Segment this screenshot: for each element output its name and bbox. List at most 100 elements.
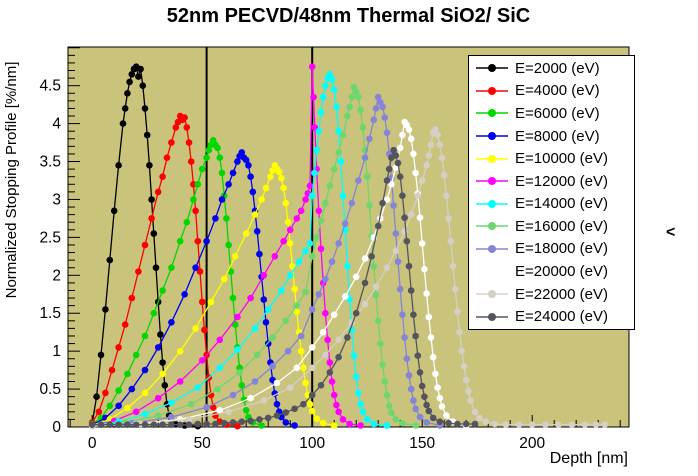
data-point [308,407,316,415]
legend-item-label: E=10000 (eV) [515,150,608,168]
y-tick-label: 3.5 [39,154,61,171]
x-tick-label: 0 [88,435,97,452]
data-point [405,262,413,270]
data-point [443,412,450,419]
data-point [302,288,309,296]
data-point [106,256,114,264]
data-point [383,391,391,399]
legend-item-label: E=2000 (eV) [515,59,600,77]
data-point [423,401,430,409]
data-point [339,192,347,199]
data-point [273,412,281,419]
data-point [284,218,292,226]
x-tick-label: 100 [299,435,325,452]
data-point [315,291,323,298]
data-point [203,404,210,411]
data-point [128,385,136,393]
data-point [317,245,325,253]
legend-item: E=14000 (eV) [469,193,634,215]
data-point [278,174,285,182]
data-point [381,378,389,385]
data-point [256,416,263,423]
data-point [344,112,351,120]
data-point [311,169,318,177]
data-point [328,76,336,83]
y-tick-label: 2 [52,267,61,284]
legend-item-label: E=22000 (eV) [515,285,608,303]
data-point [258,196,265,203]
data-point [194,237,202,245]
data-point [201,326,208,334]
data-point [418,240,426,247]
data-point [396,173,404,180]
data-point [185,139,193,146]
data-point [372,105,380,112]
data-point [264,306,272,313]
data-point [335,353,342,361]
y-tick-label: 0 [52,419,61,436]
data-point [458,347,466,355]
data-point [273,400,281,408]
data-point [216,336,224,344]
data-point [421,393,428,401]
data-point [295,258,303,266]
data-point [555,421,562,429]
data-point [330,422,338,429]
data-point [471,408,479,416]
data-point [482,418,490,426]
data-point [405,372,413,379]
data-point [286,384,294,391]
data-point [229,391,237,399]
data-point [515,421,523,429]
data-point [315,127,323,135]
series-22000 [88,126,609,430]
data-point [352,88,360,96]
data-point [159,287,166,294]
data-point [163,154,171,161]
x-axis-title: Depth [nm] [549,450,628,467]
data-point [264,414,272,422]
data-point [390,146,397,154]
data-point [454,308,461,316]
data-point [97,351,105,359]
legend-item: E=2000 (eV) [469,57,634,79]
data-point [280,184,287,192]
data-point [333,401,340,409]
data-point [432,370,439,378]
data-point [405,126,413,133]
data-point [203,420,210,428]
data-point [256,250,263,258]
data-point [216,364,224,372]
legend-marker-icon [476,132,508,141]
data-point [335,127,342,135]
data-point [333,103,340,111]
series-line [92,128,605,427]
chart-title: 52nm PECVD/48nm Thermal SiO2/ SiC [166,5,531,27]
data-point [148,215,155,222]
data-point [418,382,426,390]
data-point [269,334,276,341]
data-point [317,382,325,389]
data-point [326,369,334,376]
data-point [344,262,351,270]
data-point [462,376,470,384]
data-point [542,421,549,429]
data-point [93,393,100,401]
data-point [414,352,422,360]
data-point [176,237,184,245]
data-point [399,311,406,319]
data-point [161,382,169,389]
legend-marker-icon [476,199,508,208]
data-point [388,181,395,188]
data-point [267,173,274,180]
data-point [253,228,261,235]
data-point [335,149,342,156]
data-point [168,319,175,326]
data-point [407,211,415,218]
data-point [225,181,232,188]
data-point [355,389,362,397]
data-point [322,309,329,317]
data-point [159,359,166,366]
data-point [372,283,380,291]
data-point [203,154,210,161]
